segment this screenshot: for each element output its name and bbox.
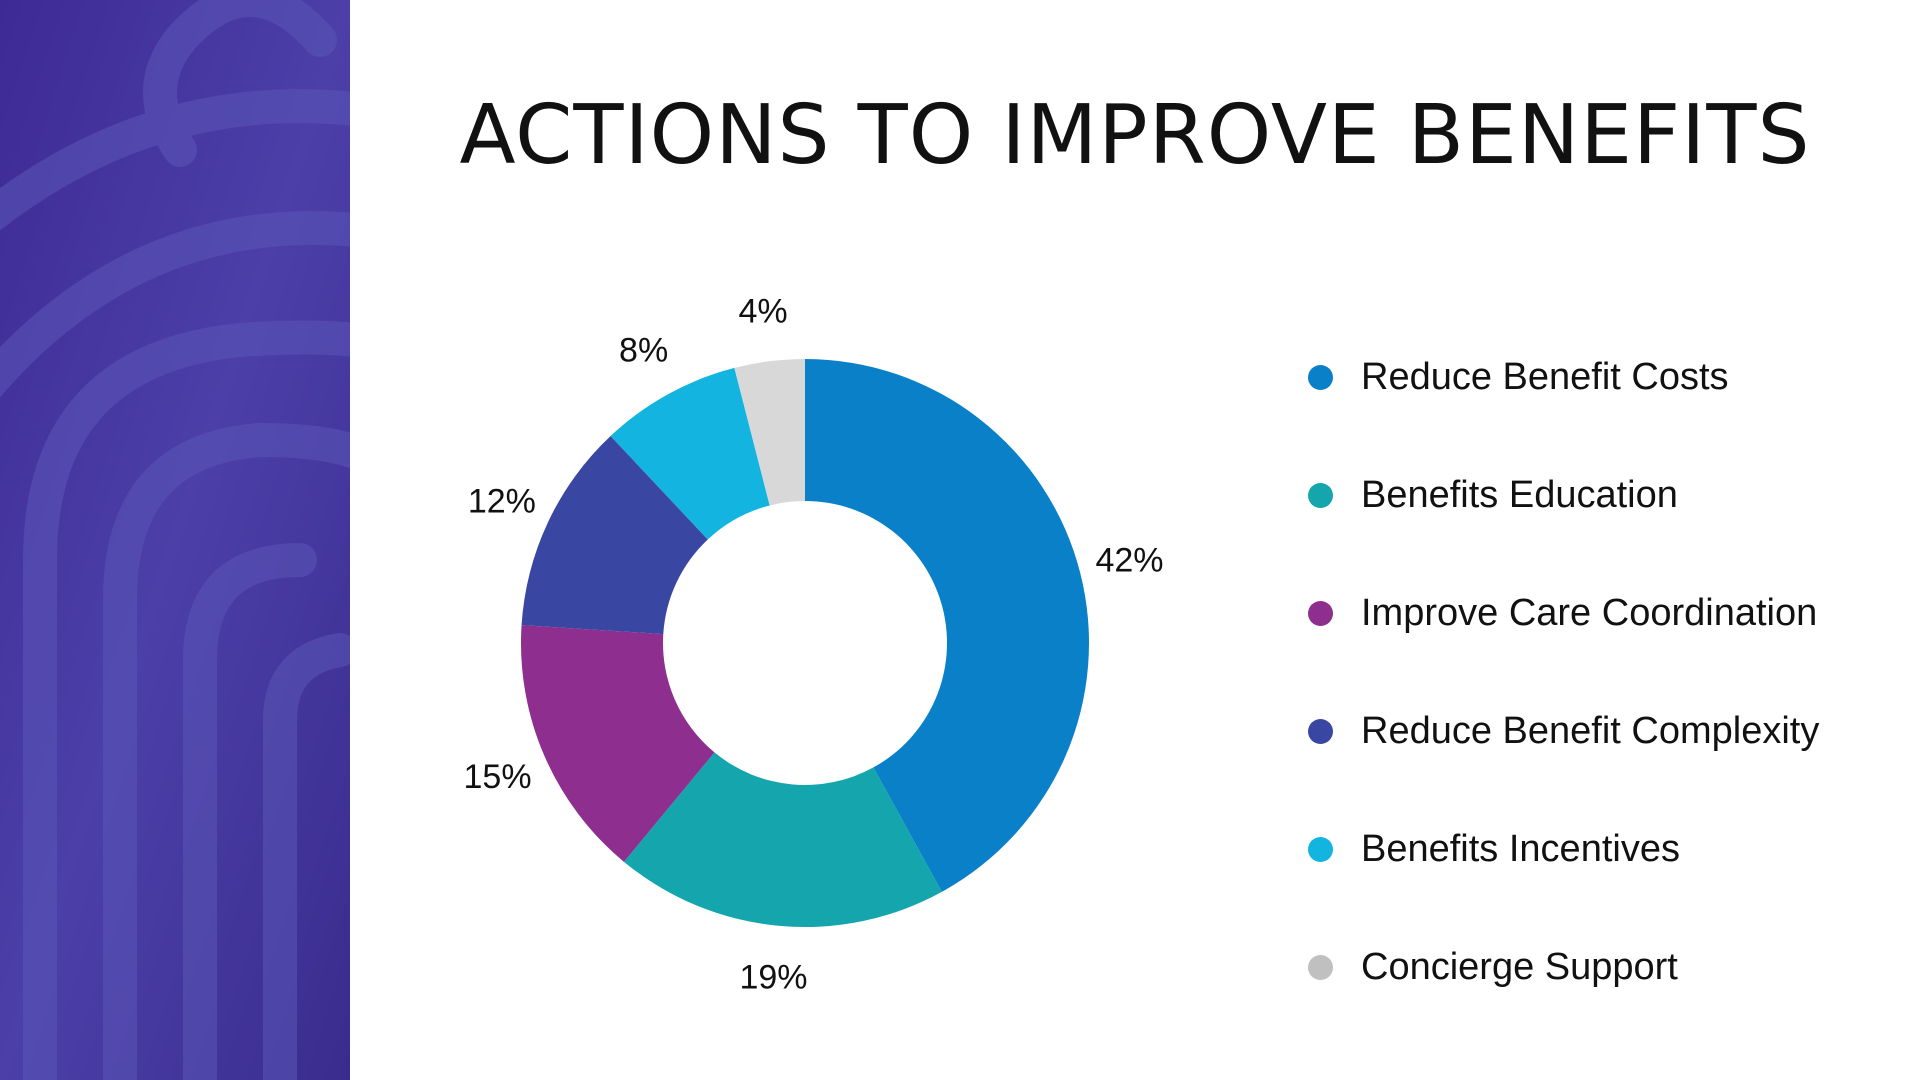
legend-label: Improve Care Coordination: [1361, 591, 1818, 634]
legend-item-improve-care-coordination: Improve Care Coordination: [1308, 554, 1819, 672]
fingerprint-pattern-icon: [0, 0, 350, 1080]
legend-label: Reduce Benefit Complexity: [1361, 709, 1820, 752]
slice-reduce-benefit-complexity: [521, 435, 708, 635]
legend-label: Benefits Incentives: [1361, 827, 1680, 870]
slice-benefits-education: [623, 752, 942, 927]
data-label-improve-care-coordination: 15%: [464, 758, 532, 796]
legend-item-concierge-support: Concierge Support: [1308, 908, 1819, 1026]
legend-swatch-icon: [1308, 718, 1333, 744]
legend-swatch-icon: [1308, 482, 1333, 508]
legend-label: Reduce Benefit Costs: [1361, 355, 1729, 398]
data-label-concierge-support: 4%: [738, 293, 787, 331]
legend-swatch-icon: [1308, 954, 1333, 980]
legend-item-benefits-education: Benefits Education: [1308, 436, 1819, 554]
slice-reduce-benefit-costs: [805, 359, 1089, 892]
legend-item-benefits-incentives: Benefits Incentives: [1308, 790, 1819, 908]
legend-swatch-icon: [1308, 600, 1333, 626]
legend-item-reduce-benefit-costs: Reduce Benefit Costs: [1308, 318, 1819, 436]
data-label-reduce-benefit-complexity: 12%: [468, 482, 536, 520]
slice-benefits-incentives: [610, 367, 770, 540]
data-label-benefits-education: 19%: [739, 959, 807, 997]
decorative-side-panel: [0, 0, 350, 1080]
data-label-reduce-benefit-costs: 42%: [1095, 542, 1163, 580]
chart-legend: Reduce Benefit Costs Benefits Education Im…: [1308, 318, 1819, 1026]
slice-concierge-support: [734, 359, 805, 506]
legend-label: Benefits Education: [1361, 473, 1678, 516]
slice-improve-care-coordination: [521, 625, 715, 862]
legend-label: Concierge Support: [1361, 945, 1678, 988]
data-label-benefits-incentives: 8%: [619, 331, 668, 369]
page-title: ACTIONS TO IMPROVE BENEFITS: [459, 88, 1811, 183]
legend-swatch-icon: [1308, 364, 1333, 390]
legend-swatch-icon: [1308, 836, 1333, 862]
legend-item-reduce-benefit-complexity: Reduce Benefit Complexity: [1308, 672, 1819, 790]
